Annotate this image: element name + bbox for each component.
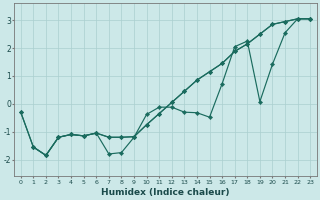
X-axis label: Humidex (Indice chaleur): Humidex (Indice chaleur) [101, 188, 230, 197]
